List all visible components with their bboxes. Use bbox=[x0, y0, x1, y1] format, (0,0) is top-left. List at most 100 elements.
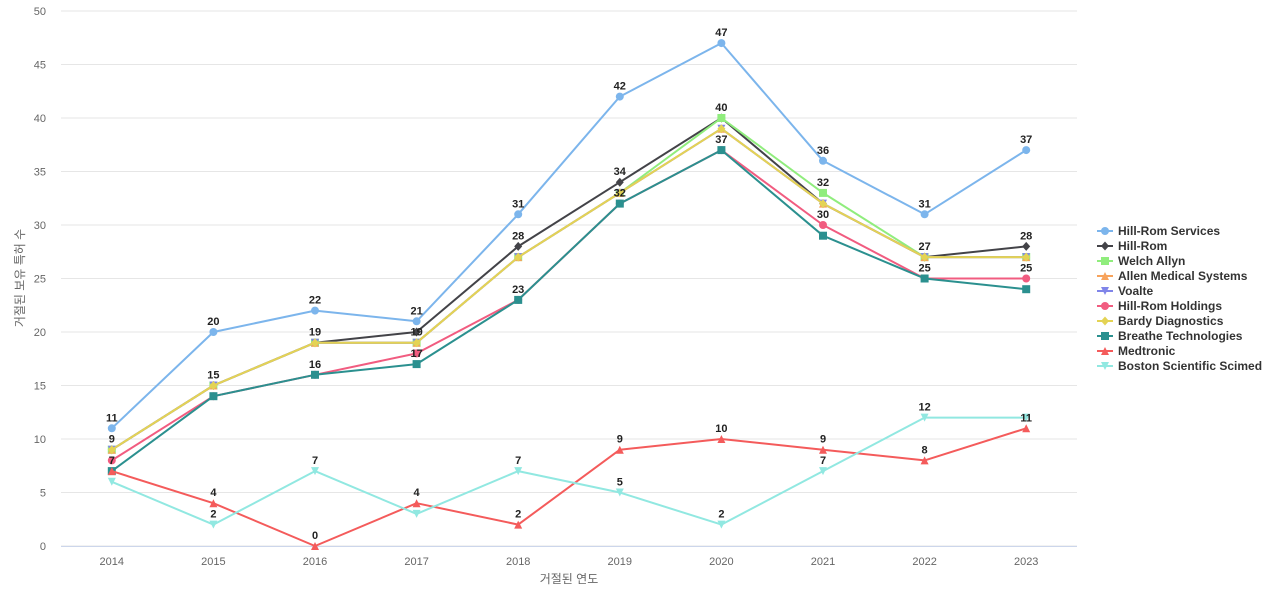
data-label-hill-rom-services: 37 bbox=[1020, 134, 1032, 146]
legend-item-breathe-technologies[interactable]: Breathe Technologies bbox=[1097, 329, 1243, 343]
data-point-boston-scientific-scimed bbox=[920, 413, 929, 422]
y-tick-label: 20 bbox=[34, 327, 46, 339]
data-label-hill-rom: 34 bbox=[614, 166, 627, 178]
legend-marker bbox=[1101, 272, 1109, 280]
data-label-hill-rom-services: 36 bbox=[817, 145, 829, 157]
data-label-medtronic: 9 bbox=[820, 434, 826, 446]
legend-item-voalte[interactable]: Voalte bbox=[1097, 284, 1153, 298]
data-label-voalte: 9 bbox=[109, 434, 115, 446]
legend-item-welch-allyn[interactable]: Welch Allyn bbox=[1097, 254, 1185, 268]
x-tick-label: 2017 bbox=[404, 556, 428, 568]
legend-item-medtronic[interactable]: Medtronic bbox=[1097, 344, 1176, 358]
legend-item-boston-scientific-scimed[interactable]: Boston Scientific Scimed bbox=[1097, 359, 1262, 373]
series-line-bardy-diagnostics bbox=[111, 127, 1027, 451]
data-point-hill-rom-services bbox=[311, 306, 319, 315]
data-label-medtronic: 2 bbox=[515, 509, 521, 521]
data-label-medtronic: 10 bbox=[715, 423, 727, 435]
x-tick-label: 2015 bbox=[201, 556, 225, 568]
series-line-breathe-technologies bbox=[111, 149, 1027, 472]
legend-item-allen-medical-systems[interactable]: Allen Medical Systems bbox=[1097, 269, 1248, 283]
data-label-voalte: 19 bbox=[309, 327, 321, 339]
data-label-hill-rom-services: 21 bbox=[410, 305, 422, 317]
data-point-hill-rom-services bbox=[412, 317, 421, 326]
data-point-hill-rom-services bbox=[209, 328, 218, 336]
data-point-hill-rom-services bbox=[920, 210, 929, 219]
data-label-breathe-technologies: 37 bbox=[715, 134, 727, 146]
data-point-boston-scientific-scimed bbox=[717, 520, 726, 529]
legend-label: Welch Allyn bbox=[1118, 254, 1185, 268]
series-bardy-diagnostics bbox=[107, 124, 1031, 455]
legend-label: Hill-Rom bbox=[1118, 239, 1167, 253]
data-label-allen-medical-systems: 19 bbox=[410, 327, 422, 339]
series-allen-medical-systems bbox=[107, 124, 1031, 454]
data-label-breathe-technologies: 25 bbox=[918, 263, 930, 275]
data-point-medtronic bbox=[717, 435, 726, 443]
data-label-hill-rom-holdings: 30 bbox=[817, 209, 829, 221]
legend-marker bbox=[1101, 257, 1109, 265]
legend-item-bardy-diagnostics[interactable]: Bardy Diagnostics bbox=[1097, 314, 1224, 328]
x-tick-label: 2021 bbox=[811, 556, 835, 568]
legend-marker bbox=[1101, 362, 1109, 370]
data-point-hill-rom-holdings bbox=[1022, 274, 1031, 283]
data-point-hill-rom-services bbox=[615, 92, 624, 101]
x-tick-label: 2023 bbox=[1014, 556, 1038, 568]
data-label-breathe-technologies: 23 bbox=[512, 284, 524, 296]
data-point-medtronic bbox=[209, 499, 218, 508]
data-label-hill-rom-services: 42 bbox=[614, 81, 626, 93]
data-point-bardy-diagnostics bbox=[209, 381, 218, 390]
x-axis-title: 거절된 연도 bbox=[540, 572, 599, 586]
data-point-medtronic bbox=[311, 542, 319, 550]
data-label-hill-rom-holdings: 25 bbox=[1020, 263, 1032, 275]
data-point-bardy-diagnostics bbox=[514, 252, 523, 262]
data-point-bardy-diagnostics bbox=[615, 188, 624, 198]
data-point-bardy-diagnostics bbox=[1022, 252, 1031, 262]
legend-label: Allen Medical Systems bbox=[1118, 269, 1248, 283]
data-label-boston-scientific-scimed: 7 bbox=[312, 455, 318, 467]
legend-label: Boston Scientific Scimed bbox=[1118, 359, 1262, 373]
legend-item-hill-rom-holdings[interactable]: Hill-Rom Holdings bbox=[1097, 299, 1222, 313]
y-tick-label: 40 bbox=[34, 113, 46, 125]
data-point-hill-rom-holdings bbox=[412, 349, 421, 358]
data-label-medtronic: 0 bbox=[312, 530, 318, 542]
data-point-boston-scientific-scimed bbox=[1022, 413, 1031, 422]
legend-label: Voalte bbox=[1118, 284, 1153, 298]
y-tick-label: 30 bbox=[34, 220, 46, 232]
legend-item-hill-rom-services[interactable]: Hill-Rom Services bbox=[1097, 224, 1220, 238]
legend-label: Hill-Rom Services bbox=[1118, 224, 1220, 238]
data-label-hill-rom-services: 47 bbox=[715, 27, 727, 39]
data-point-hill-rom-holdings bbox=[107, 456, 116, 465]
data-label-layer: 1120222131424736313728342840322719915193… bbox=[106, 27, 1032, 542]
data-point-bardy-diagnostics bbox=[107, 445, 116, 455]
data-point-bardy-diagnostics bbox=[311, 338, 319, 348]
data-point-boston-scientific-scimed bbox=[107, 477, 116, 486]
y-tick-label: 45 bbox=[34, 60, 46, 72]
data-label-hill-rom-services: 31 bbox=[512, 198, 524, 210]
series-line-boston-scientific-scimed bbox=[111, 416, 1027, 526]
data-point-breathe-technologies bbox=[615, 199, 624, 208]
data-label-medtronic: 9 bbox=[617, 434, 623, 446]
data-point-breathe-technologies bbox=[1022, 285, 1031, 294]
legend-marker bbox=[1101, 302, 1109, 310]
data-point-boston-scientific-scimed bbox=[412, 509, 421, 518]
data-point-bardy-diagnostics bbox=[717, 124, 726, 134]
series-line-hill-rom bbox=[111, 117, 1027, 451]
data-label-boston-scientific-scimed: 12 bbox=[918, 402, 930, 414]
data-point-boston-scientific-scimed bbox=[311, 467, 319, 476]
data-label-boston-scientific-scimed: 2 bbox=[718, 509, 724, 521]
data-point-breathe-technologies bbox=[209, 392, 218, 401]
x-tick-label: 2019 bbox=[608, 556, 632, 568]
x-tick-label: 2018 bbox=[506, 556, 530, 568]
series-hill-rom-holdings bbox=[107, 146, 1031, 465]
legend-item-hill-rom[interactable]: Hill-Rom bbox=[1097, 239, 1167, 253]
y-tick-label: 50 bbox=[34, 6, 46, 18]
data-point-medtronic bbox=[819, 445, 827, 454]
data-point-boston-scientific-scimed bbox=[615, 488, 624, 497]
data-label-breathe-technologies: 17 bbox=[410, 348, 422, 360]
data-label-hill-rom: 28 bbox=[512, 230, 524, 242]
series-hill-rom-services bbox=[107, 39, 1031, 433]
x-tick-label: 2022 bbox=[912, 556, 936, 568]
series-medtronic bbox=[107, 424, 1031, 550]
y-axis-title: 거절된 보유 특허 수 bbox=[13, 229, 27, 327]
data-point-hill-rom-services bbox=[819, 156, 827, 165]
data-point-medtronic bbox=[920, 456, 929, 465]
